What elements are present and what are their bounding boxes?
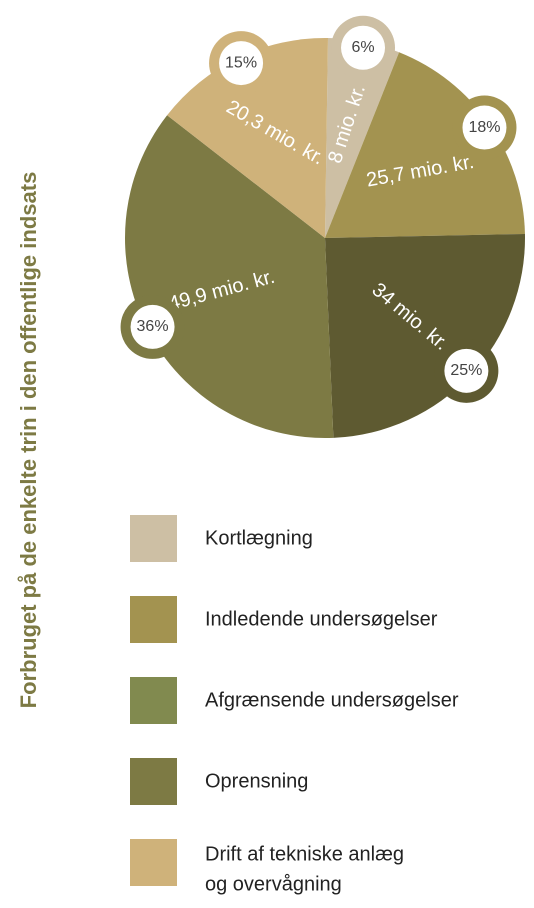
- legend-label: Afgrænsende undersøgelser: [205, 689, 459, 711]
- pie-slice: [325, 38, 400, 239]
- legend-swatch: [130, 839, 177, 886]
- percent-bubble-inner: [341, 25, 386, 70]
- legend-label: Kortlægning: [205, 527, 313, 549]
- legend-label: Oprensning: [205, 770, 308, 792]
- percent-label: 6%: [351, 39, 374, 56]
- percent-label: 18%: [468, 119, 500, 136]
- legend-swatch: [130, 515, 177, 562]
- percent-label: 15%: [225, 54, 257, 71]
- legend-label: og overvågning: [205, 873, 342, 895]
- legend-swatch: [130, 677, 177, 724]
- legend-label: Drift af tekniske anlæg: [205, 843, 404, 865]
- pie-slice: [125, 115, 334, 438]
- percent-bubble-inner: [130, 304, 175, 349]
- pie-slice: [325, 233, 525, 438]
- percent-label: 25%: [450, 362, 482, 379]
- legend-swatch: [130, 758, 177, 805]
- axis-title: Forbruget på de enkelte trin i den offen…: [16, 172, 41, 709]
- percent-bubble-inner: [444, 348, 489, 393]
- legend-label: Indledende undersøgelser: [205, 608, 438, 630]
- pie-slice: [167, 38, 328, 238]
- legend-swatch: [130, 596, 177, 643]
- percent-bubble-inner: [462, 105, 507, 150]
- pie-slice: [325, 52, 525, 239]
- percent-label: 36%: [137, 318, 169, 335]
- percent-bubble-inner: [219, 41, 264, 86]
